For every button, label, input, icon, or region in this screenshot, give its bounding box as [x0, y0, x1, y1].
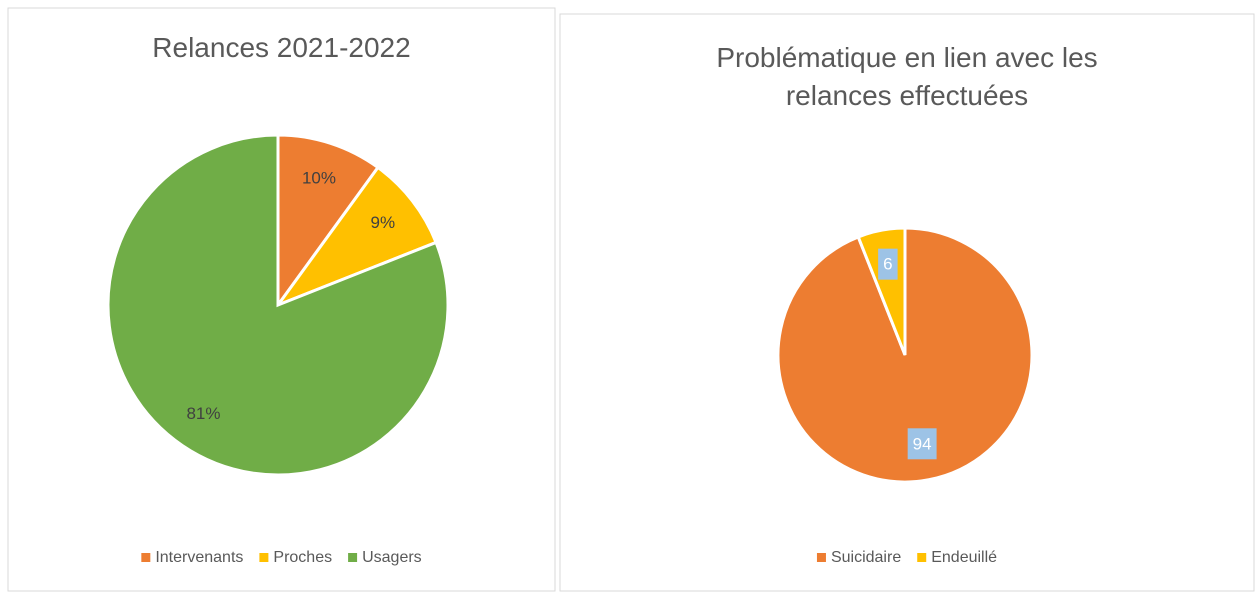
- data-label: 6: [878, 248, 898, 280]
- legend-label: Suicidaire: [831, 549, 901, 566]
- label-box: [907, 428, 937, 460]
- label-box: [878, 248, 898, 280]
- legend-swatch: [917, 553, 927, 562]
- legend-swatch: [348, 553, 358, 562]
- pie-slice: [273, 165, 439, 309]
- pie-slice: [776, 226, 1034, 484]
- chart-border: [559, 13, 1255, 592]
- chart-title: Relances 2021-2022: [152, 32, 410, 63]
- data-label-text: 94: [913, 434, 932, 453]
- legend-swatch: [816, 553, 826, 562]
- legend: Suicidaire Endeuillé: [816, 549, 997, 566]
- data-label: 9%: [370, 213, 395, 232]
- data-label: 10%: [302, 168, 336, 187]
- legend-swatch: [141, 553, 151, 562]
- legend-label: Usagers: [362, 549, 422, 566]
- pie-slice: [106, 133, 450, 477]
- data-label: 81%: [186, 404, 220, 423]
- data-label: 94: [907, 428, 937, 460]
- data-label-text: 6: [883, 255, 892, 274]
- legend-label: Endeuillé: [931, 549, 997, 566]
- legend-label: Intervenants: [155, 549, 243, 566]
- legend-swatch: [259, 553, 269, 562]
- chart-title: Problématique en lien avec les relances e…: [716, 42, 1097, 111]
- chart-border: [7, 7, 556, 592]
- legend-label: Proches: [273, 549, 332, 566]
- pie-slice: [276, 133, 381, 310]
- legend: Intervenants Proches Usagers: [141, 549, 422, 566]
